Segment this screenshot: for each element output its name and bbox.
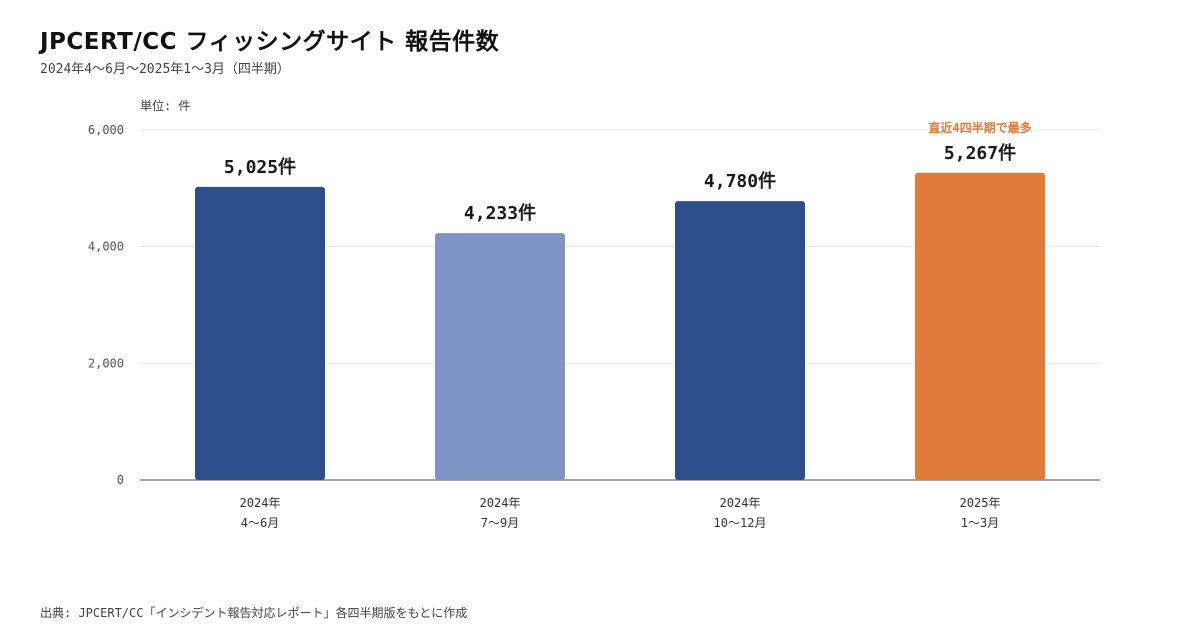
x-tick-label: 2024年 — [480, 496, 521, 510]
x-tick-label: 2024年 — [720, 496, 761, 510]
chart-subtitle: 2024年4～6月～2025年1～3月（四半期） — [40, 62, 290, 77]
y-tick-label: 0 — [117, 473, 124, 487]
bar — [915, 172, 1045, 480]
data-label: 4,233件 — [464, 202, 536, 224]
x-tick-label: 7～9月 — [481, 516, 519, 530]
bar-chart: 単位: 件 0 2,000 4,000 6,000 5,025件 2024年 4～6月 4,23… — [88, 98, 1100, 530]
y-tick-label: 4,000 — [88, 240, 124, 254]
data-label: 5,025件 — [224, 156, 296, 178]
source-note: 出典: JPCERT/CC「インシデント報告対応レポート」各四半期版をもとに作成 — [40, 606, 468, 620]
x-tick-label: 1～3月 — [961, 516, 999, 530]
x-tick-label: 2024年 — [240, 496, 281, 510]
bar — [195, 186, 325, 480]
x-tick-label: 4～6月 — [241, 516, 279, 530]
bar — [435, 233, 565, 480]
chart-title: JPCERT/CC フィッシングサイト 報告件数 — [40, 29, 500, 55]
bar — [675, 201, 805, 480]
highlight-annotation: 直近4四半期で最多 — [928, 120, 1031, 135]
x-tick-label: 2025年 — [960, 496, 1001, 510]
data-label: 4,780件 — [704, 170, 776, 192]
y-unit-label: 単位: 件 — [140, 98, 190, 113]
y-tick-label: 6,000 — [88, 123, 124, 137]
x-tick-label: 10～12月 — [714, 516, 767, 530]
data-label: 5,267件 — [944, 142, 1016, 164]
y-tick-label: 2,000 — [88, 356, 124, 370]
